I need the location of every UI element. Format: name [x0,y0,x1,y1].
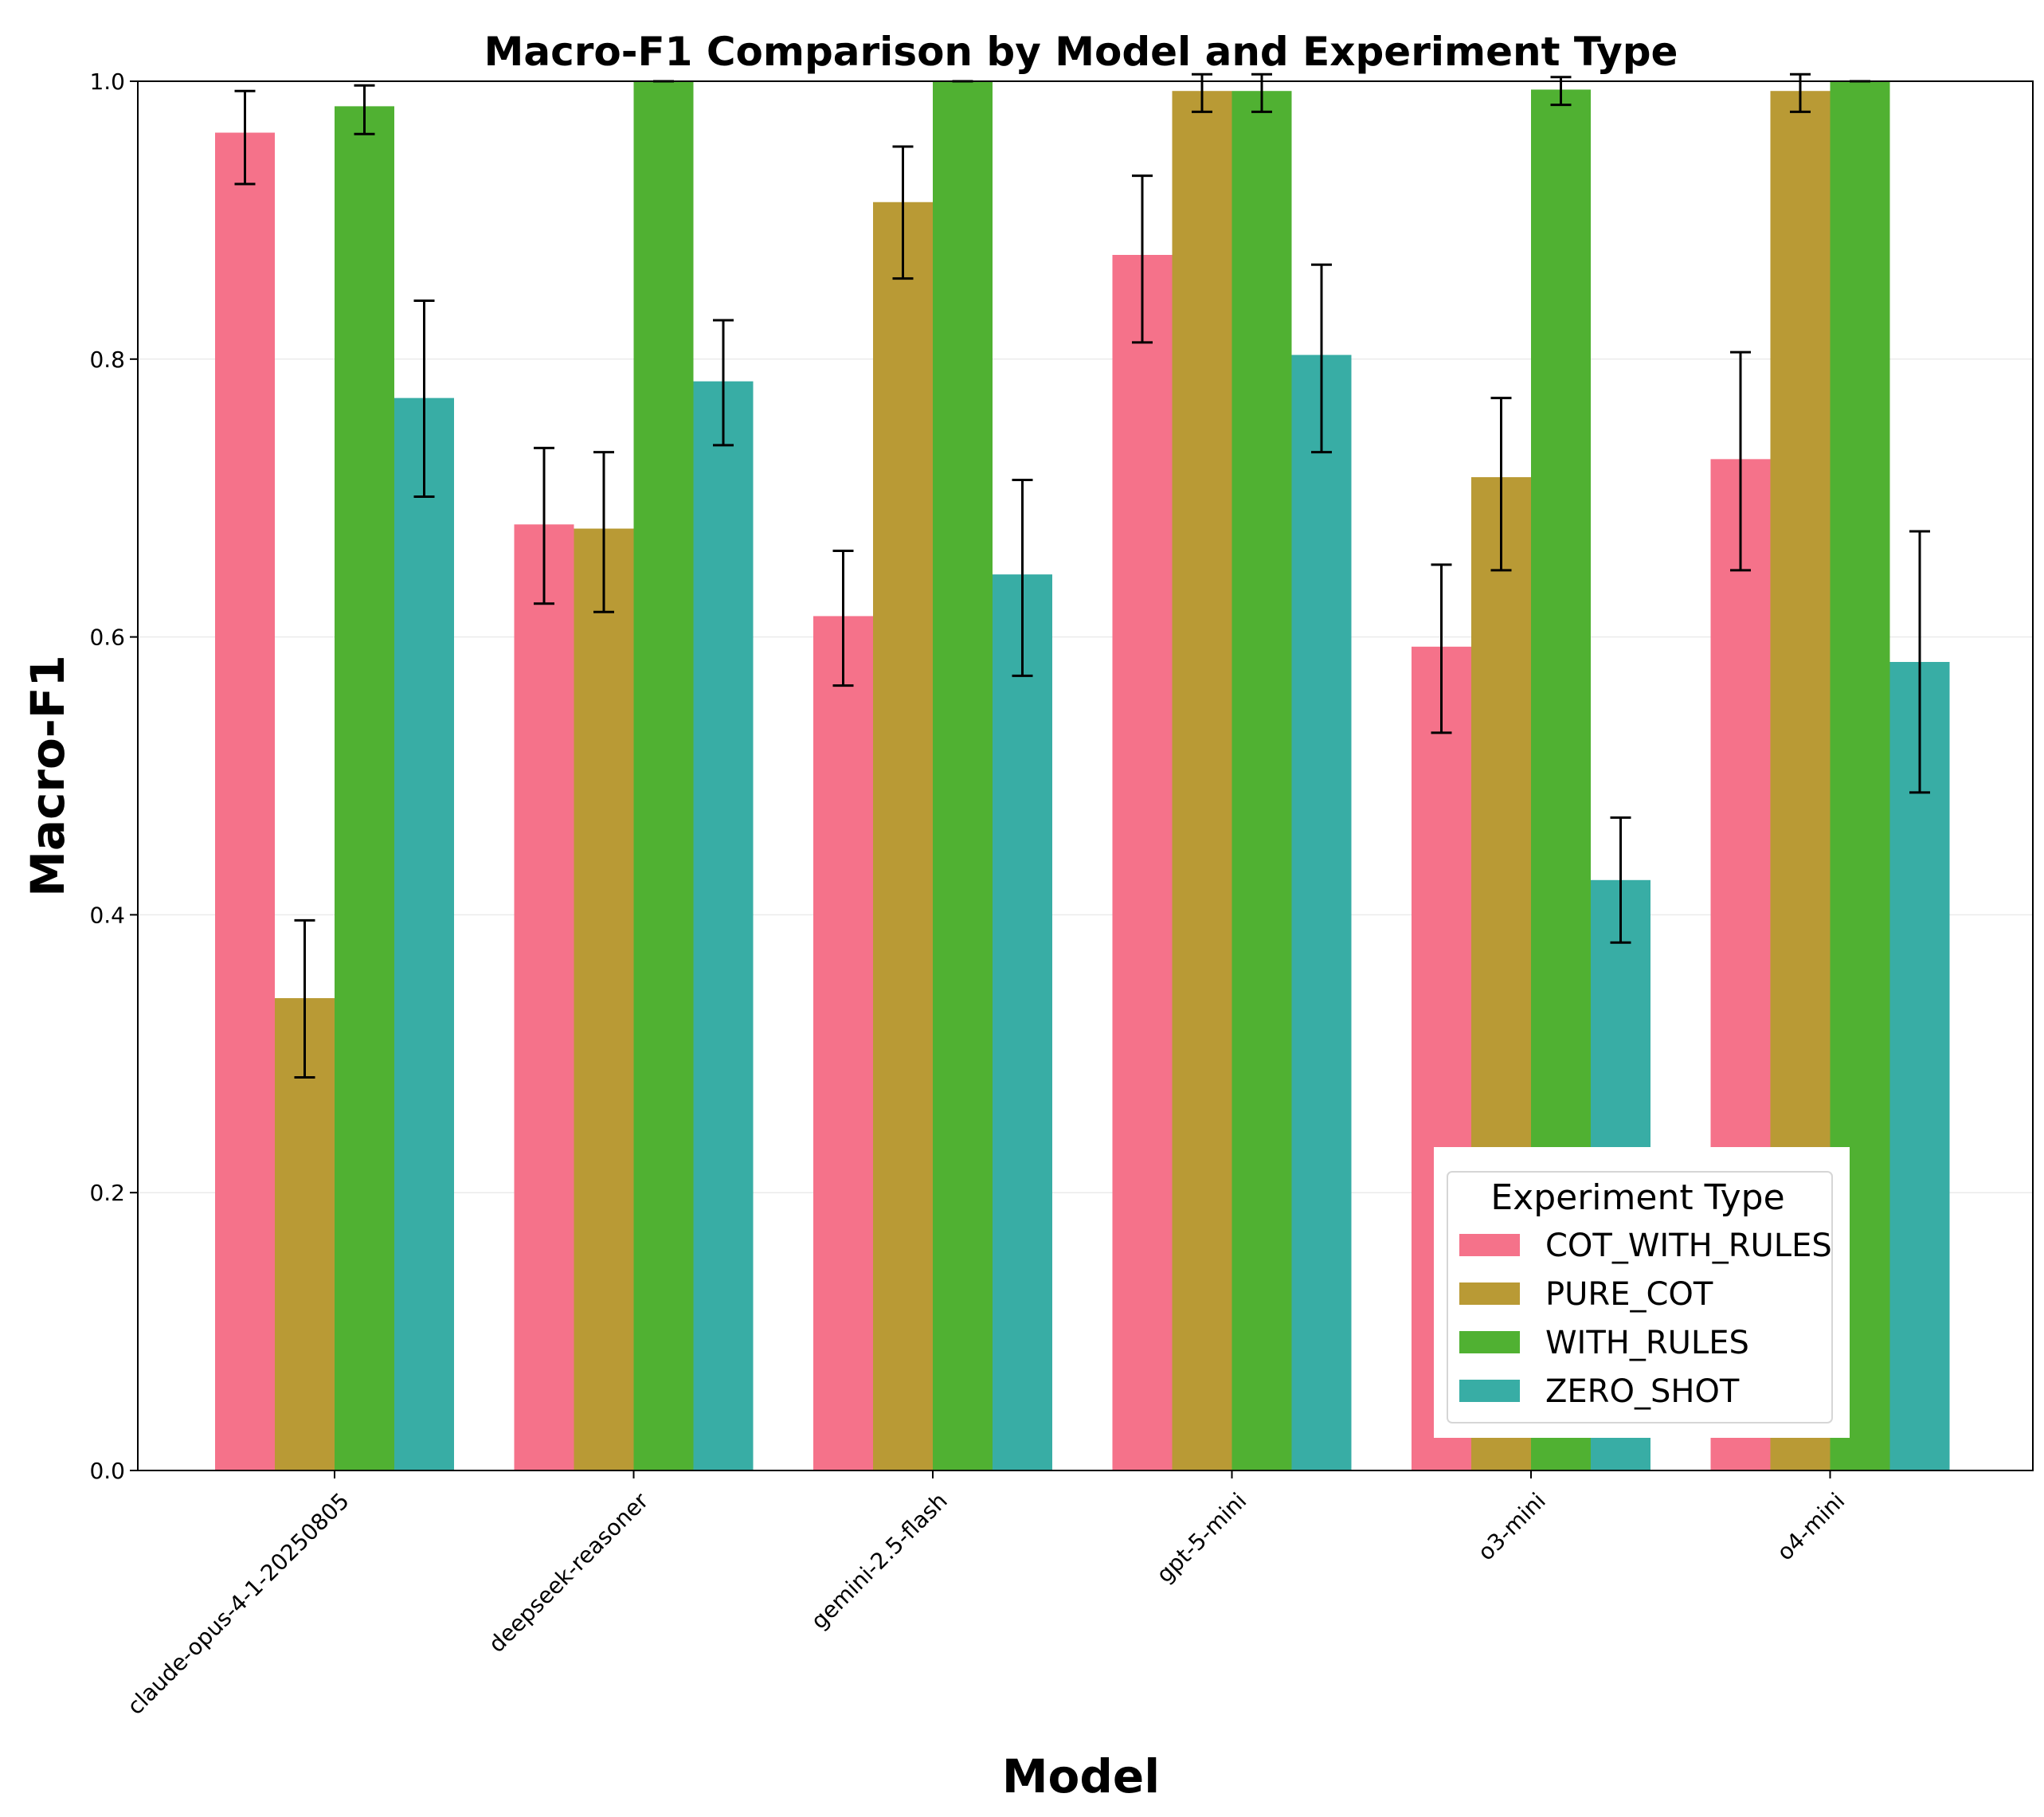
bar-cot-with-rules-deepseek-reasoner [514,524,574,1471]
x-axis-label: Model [1002,1749,1160,1803]
legend-label: ZERO_SHOT [1545,1373,1740,1410]
x-tick-label: o4-mini [1772,1487,1850,1565]
y-tick-label: 0.2 [89,1180,125,1206]
bar-cot-with-rules-gemini-2.5-flash [813,616,873,1471]
bar-pure-cot-gemini-2.5-flash [873,202,933,1470]
legend-swatch [1459,1234,1520,1256]
legend: Experiment Type COT_WITH_RULES PURE_COT WI… [1434,1147,1850,1438]
y-tick-label: 0.4 [89,902,125,928]
y-tick-label: 1.0 [89,69,125,95]
x-tick-label: deepseek-reasoner [484,1487,654,1658]
error-bars-group [234,72,1930,1079]
y-axis-label: Macro-F1 [21,655,75,897]
bar-with-rules-deepseek-reasoner [633,81,694,1470]
bar-cot-with-rules-claude-opus-4-1-20250805 [215,132,275,1471]
bar-zero-shot-o4-mini [1889,661,1950,1470]
legend-swatch [1459,1331,1520,1353]
bars-group [215,81,1950,1471]
legend-label: WITH_RULES [1545,1325,1749,1361]
bar-pure-cot-gpt-5-mini [1172,91,1232,1470]
bar-with-rules-claude-opus-4-1-20250805 [335,106,394,1471]
bar-zero-shot-gemini-2.5-flash [993,574,1052,1470]
x-tick-label: o3-mini [1473,1487,1551,1565]
legend-title: Experiment Type [1490,1177,1784,1218]
legend-label: COT_WITH_RULES [1545,1228,1832,1264]
legend-swatch [1459,1380,1520,1402]
bar-pure-cot-deepseek-reasoner [574,528,634,1470]
plot-frame [137,80,2034,1471]
y-tick-label: 0.8 [89,347,125,373]
bar-zero-shot-claude-opus-4-1-20250805 [394,397,454,1471]
bar-zero-shot-gpt-5-mini [1291,354,1352,1470]
y-tick-label: 0.6 [89,625,125,651]
y-tick-label: 0.0 [89,1458,125,1484]
x-axis-ticks: claude-opus-4-1-20250805 deepseek-reasone… [122,1470,1850,1720]
legend-frame [1447,1171,1833,1423]
chart-title: Macro-F1 Comparison by Model and Experim… [484,29,1678,75]
y-axis-ticks: 0.0 0.2 0.4 0.6 0.8 1.0 [89,69,138,1484]
x-tick-label: claude-opus-4-1-20250805 [122,1487,354,1720]
legend-swatch [1459,1282,1520,1305]
legend-label: PURE_COT [1545,1276,1713,1313]
bar-with-rules-gemini-2.5-flash [933,81,993,1470]
x-tick-label: gpt-5-mini [1151,1487,1251,1588]
bar-zero-shot-deepseek-reasoner [693,381,754,1471]
x-tick-label: gemini-2.5-flash [806,1487,953,1634]
legend-items: COT_WITH_RULES PURE_COT WITH_RULES ZERO_SHO… [1459,1228,1832,1410]
bar-with-rules-gpt-5-mini [1231,91,1292,1470]
bar-cot-with-rules-gpt-5-mini [1112,255,1173,1470]
